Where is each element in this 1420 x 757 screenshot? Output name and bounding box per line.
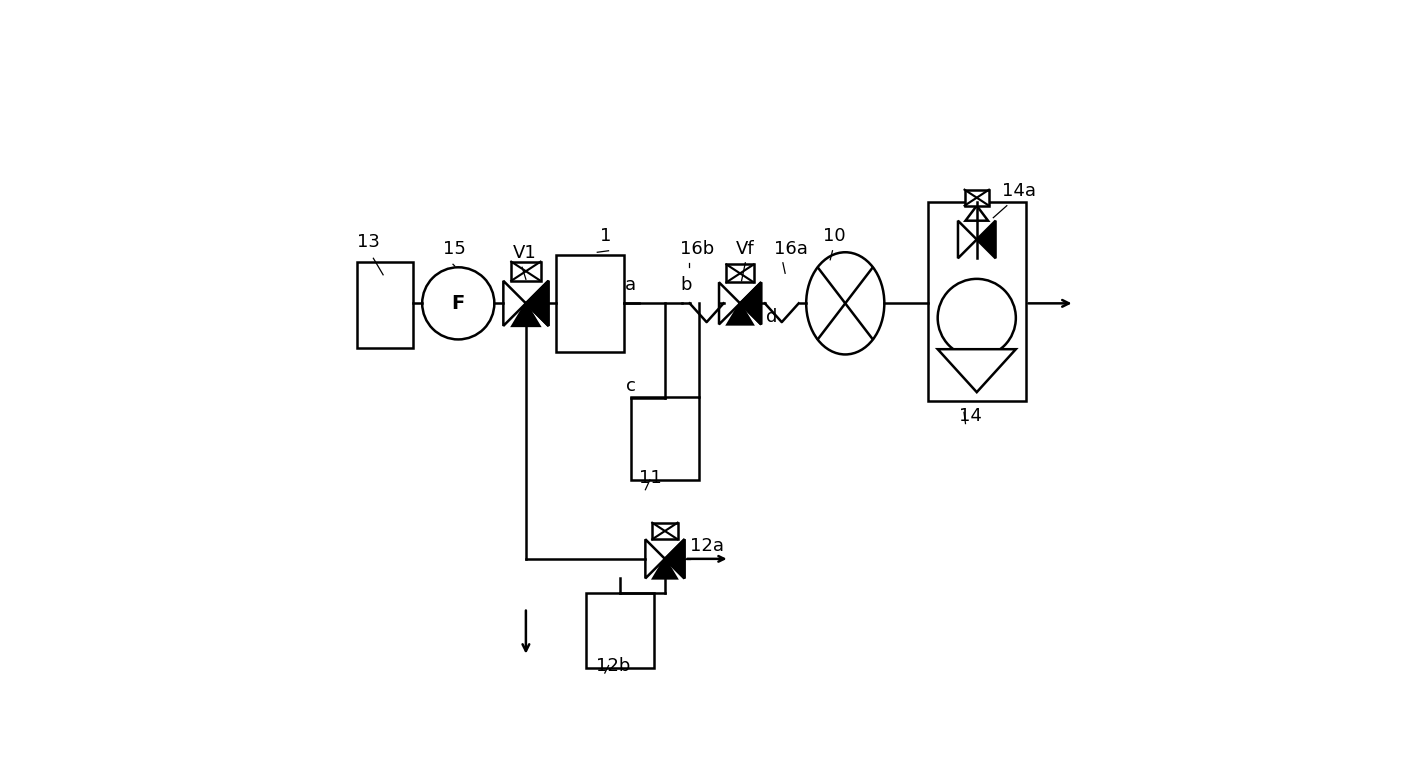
Text: 12b: 12b — [596, 657, 630, 675]
Text: c: c — [626, 377, 636, 395]
Polygon shape — [513, 304, 540, 326]
Text: 15: 15 — [443, 240, 466, 258]
Polygon shape — [525, 281, 548, 326]
Bar — [652, 522, 677, 539]
Bar — [727, 264, 754, 282]
Polygon shape — [665, 539, 684, 578]
Polygon shape — [740, 282, 761, 325]
Text: F: F — [452, 294, 464, 313]
Polygon shape — [719, 282, 740, 325]
Polygon shape — [727, 304, 753, 325]
Text: a: a — [625, 276, 636, 294]
Bar — [630, 397, 699, 480]
Polygon shape — [937, 349, 1015, 392]
Bar — [557, 254, 623, 352]
Bar — [511, 262, 541, 281]
Text: 10: 10 — [824, 227, 846, 245]
Text: 16b: 16b — [680, 239, 714, 257]
Polygon shape — [977, 221, 995, 258]
Text: 16a: 16a — [774, 239, 808, 257]
Polygon shape — [653, 559, 677, 578]
Text: Vf: Vf — [737, 239, 755, 257]
Text: d: d — [767, 308, 778, 326]
Circle shape — [937, 279, 1015, 357]
Text: b: b — [680, 276, 692, 294]
Bar — [964, 190, 988, 206]
Text: 14: 14 — [960, 407, 983, 425]
Polygon shape — [503, 281, 525, 326]
Polygon shape — [740, 282, 761, 325]
Polygon shape — [525, 281, 548, 326]
Circle shape — [422, 267, 494, 339]
Polygon shape — [966, 206, 988, 221]
Bar — [356, 262, 413, 348]
Text: 11: 11 — [639, 469, 662, 488]
Text: 1: 1 — [599, 227, 611, 245]
Text: V1: V1 — [513, 244, 537, 262]
Ellipse shape — [807, 252, 885, 354]
Polygon shape — [665, 539, 684, 578]
Polygon shape — [959, 221, 977, 258]
Bar — [927, 202, 1025, 401]
Polygon shape — [645, 539, 665, 578]
Text: 14a: 14a — [1001, 182, 1035, 201]
Text: 12a: 12a — [690, 537, 724, 555]
Text: 13: 13 — [356, 232, 379, 251]
Bar — [586, 593, 653, 668]
